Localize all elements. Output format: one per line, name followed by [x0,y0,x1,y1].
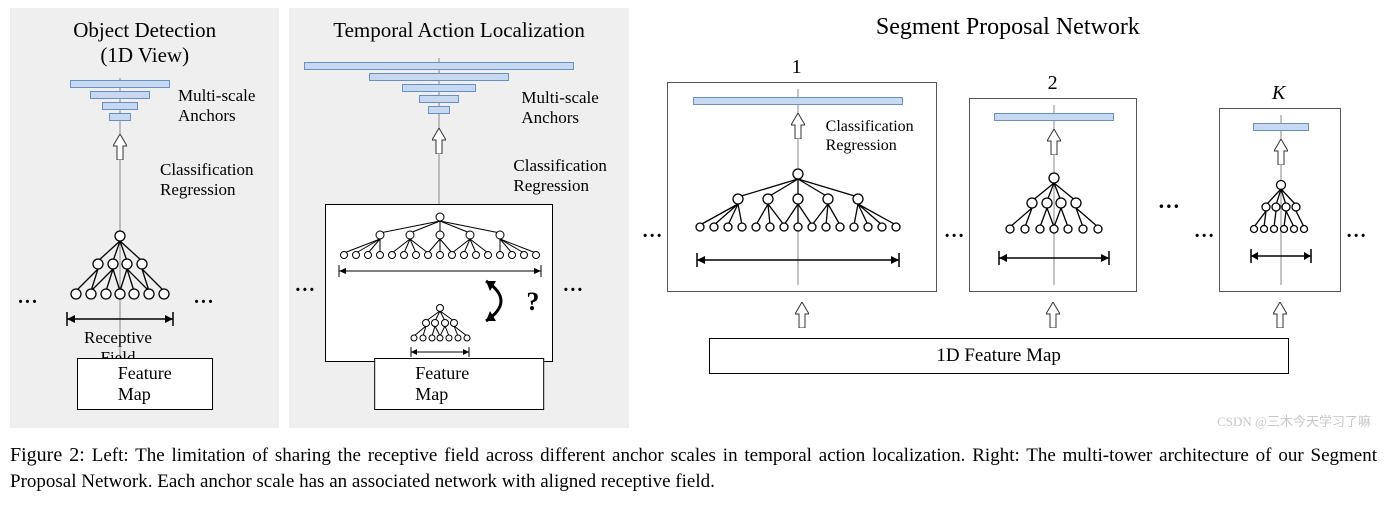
up-arrow-icon [795,302,809,328]
anchor-bar [419,95,459,103]
caption-body: Left: The limitation of sharing the rece… [10,445,1377,492]
label-multiscale-anchors: Multi-scale Anchors [521,88,598,129]
ellipsis-icon: ... [18,286,39,309]
anchors-a [70,80,170,121]
medium-tree [992,171,1116,243]
anchor-bar [428,106,450,114]
range-arrow-icon [696,253,900,267]
range-arrow-icon [1250,249,1312,263]
panel-a-title: Object Detection (1D View) [10,8,279,68]
anchor-bar [1253,123,1309,131]
up-arrow-icon [791,113,805,139]
ellipsis-icon: ... [563,274,584,297]
small-tree [1242,179,1320,243]
up-arrow-icon [1047,129,1061,155]
anchor-bar [994,113,1114,121]
panel-c-title: Segment Proposal Network [639,8,1377,41]
anchor-bar [102,102,138,110]
label-classification-regression: Classification Regression [160,160,253,201]
tower-number: 2 [1048,72,1058,95]
tower-box-1: Classification Regression [667,82,937,292]
ellipsis-icon: ... [1347,220,1368,243]
figure-row: Object Detection (1D View) Multi-scale A… [10,8,1377,428]
swap-arrow-icon [476,277,526,325]
rf-comparison-box: ? [325,204,553,362]
panel-a-title-l1: Object Detection [73,18,216,42]
feature-map-box-1d: 1D Feature Map [709,338,1289,374]
label-classification-regression: Classification Regression [513,156,606,197]
anchor-bar [304,62,574,70]
receptive-field-tree [58,228,182,308]
tower-box-2 [969,98,1137,292]
panel-b-title: Temporal Action Localization [289,8,628,43]
anchor-bar [70,80,170,88]
figure-caption: Figure 2: Left: The limitation of sharin… [10,442,1377,495]
question-mark: ? [526,287,539,317]
label-multiscale-anchors: Multi-scale Anchors [178,86,255,127]
small-tree [404,303,476,347]
up-arrow-icon [432,128,446,154]
panel-object-detection: Object Detection (1D View) Multi-scale A… [10,8,279,428]
anchor-bar [402,84,476,92]
panel-a-title-l2: (1D View) [100,43,189,67]
tower-number: 1 [792,56,802,79]
feature-map-box: Feature Map [77,358,213,410]
ellipsis-icon: ... [945,220,966,243]
anchor-bar [109,113,131,121]
ellipsis-icon: ... [295,274,316,297]
label-classification-regression: Classification Regression [826,117,914,155]
watermark: CSDN @三木今天学习了嘛 [1217,411,1371,430]
feature-map-box: Feature Map [374,358,544,410]
wide-tree [332,211,548,267]
up-arrow-icon [113,134,127,160]
panel-segment-proposal-network: Segment Proposal Network 1 Classificatio… [639,8,1377,428]
tower-box-k [1219,108,1341,292]
anchor-bar [90,91,150,99]
panel-temporal-action-localization: Temporal Action Localization Multi-scale… [289,8,628,428]
ellipsis-icon: ... [1195,220,1216,243]
range-arrow-icon [65,312,175,326]
anchor-bar [693,97,903,105]
caption-lead: Figure 2: [10,444,85,466]
ellipsis-icon: ... [643,220,664,243]
wide-tree [686,167,910,243]
ellipsis-icon: ... [1159,188,1182,214]
ellipsis-icon: ... [194,286,215,309]
anchor-bar [369,73,509,81]
range-arrow-icon [410,347,470,357]
up-arrow-icon [1273,302,1287,328]
up-arrow-icon [1046,302,1060,328]
up-arrow-icon [1274,139,1288,165]
range-arrow-icon [998,251,1110,265]
tower-number-k: K [1272,82,1285,105]
range-arrow-icon [338,265,542,277]
